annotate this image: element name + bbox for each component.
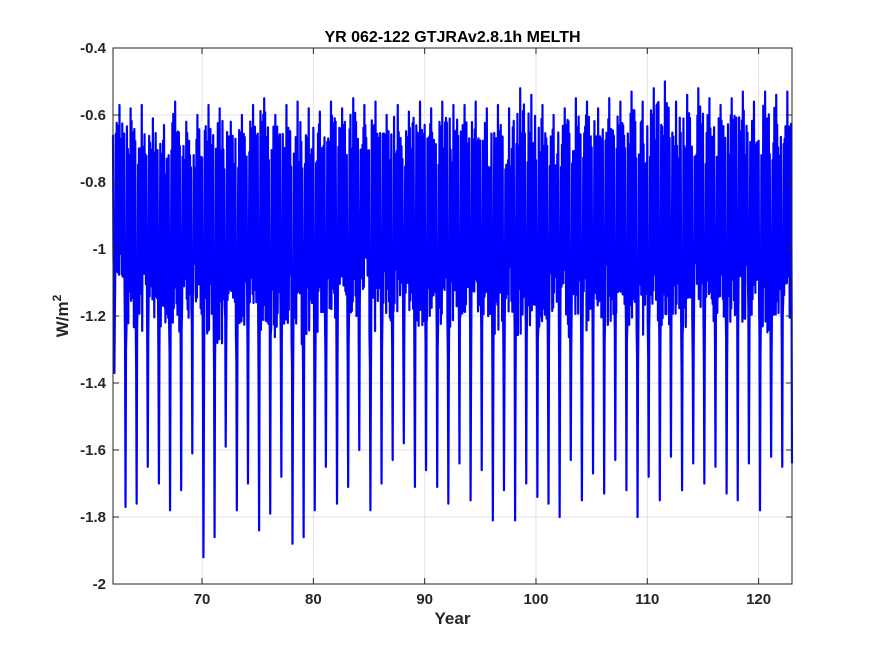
series-line [111,80,794,559]
y-tick-label: -0.6 [80,107,106,124]
y-tick-label: -1.2 [80,308,106,325]
chart-title: YR 062-122 GTJRAv2.8.1h MELTH [324,29,580,46]
y-axis-label-exponent: 2 [50,294,64,301]
x-tick-label: 90 [416,591,433,608]
ticks: 70 80 90 100 110 120 -2 -1.8 -1.6 -1.4 -1.2 -1 -0.8 -… [80,40,792,608]
x-tick-label: 80 [305,591,322,608]
x-axis-label: Year [435,609,471,628]
x-tick-label: 110 [635,591,659,608]
y-axis-label-base: W/m [53,301,72,337]
y-tick-label: -1.8 [80,509,106,526]
y-tick-label: -1 [93,241,106,258]
x-tick-label: 70 [194,591,211,608]
y-axis-label: W/m2 [50,294,72,337]
series-layer [111,80,794,559]
x-tick-label: 120 [746,591,771,608]
y-tick-label: -0.4 [80,40,107,57]
x-tick-label: 100 [523,591,548,608]
y-tick-label: -2 [93,576,106,593]
y-tick-label: -0.8 [80,174,106,191]
y-tick-label: -1.6 [80,442,106,459]
y-tick-label: -1.4 [80,375,107,392]
